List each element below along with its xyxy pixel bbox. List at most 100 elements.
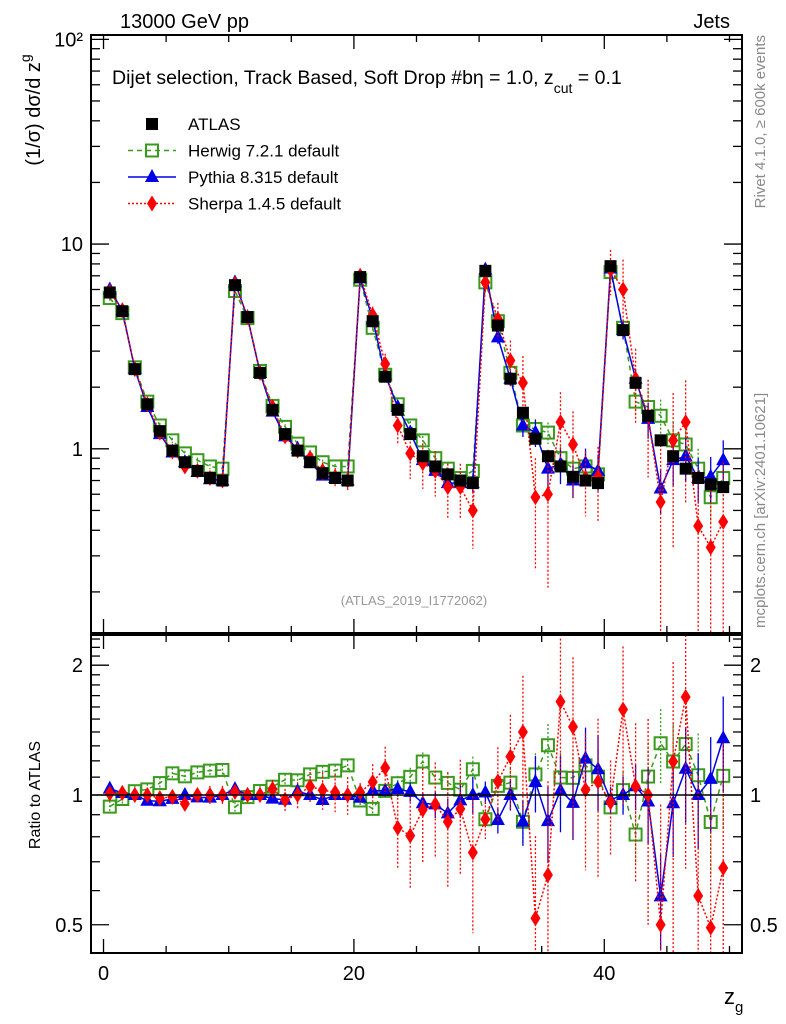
data-point: [566, 470, 579, 483]
ratio-point: [403, 783, 418, 797]
ratio-point: [567, 718, 578, 735]
ratio-series-line: [109, 741, 724, 835]
data-point: [717, 481, 730, 494]
legend-label: ATLAS: [188, 115, 241, 134]
data-point: [692, 472, 705, 485]
watermark: (ATLAS_2019_I1772062): [341, 593, 487, 608]
ratio-point: [465, 786, 480, 800]
data-point: [592, 477, 605, 490]
data-point: [392, 417, 403, 434]
ratio-tick-label-right: 2: [750, 655, 761, 677]
data-point: [704, 478, 717, 491]
data-point: [241, 311, 254, 324]
ratio-point: [703, 770, 718, 784]
ratio-tick-label: 1: [72, 785, 83, 807]
ratio-point: [227, 800, 242, 815]
y-tick-label: 1: [72, 439, 83, 461]
legend-label: Sherpa 1.4.5 default: [188, 195, 341, 214]
data-point: [191, 464, 204, 477]
legend-marker: [145, 169, 159, 182]
ratio-point: [540, 738, 555, 753]
data-point: [541, 450, 554, 463]
ratio-point: [540, 813, 555, 827]
ratio-point: [680, 689, 691, 706]
ratio-point: [104, 785, 115, 802]
legend-item: Pythia 8.315 default: [128, 168, 339, 187]
data-point: [653, 480, 668, 494]
data-point: [642, 409, 655, 422]
data-point: [416, 450, 429, 463]
data-point: [618, 281, 629, 298]
ratio-series-line: [109, 696, 724, 931]
data-point: [304, 456, 317, 469]
data-point: [103, 286, 116, 299]
ratio-point: [580, 781, 591, 798]
data-point: [579, 474, 592, 487]
data-point: [693, 517, 704, 534]
data-point: [554, 460, 567, 473]
ratio-point: [668, 753, 679, 770]
ratio-point: [630, 778, 641, 795]
ratio-point: [555, 693, 566, 710]
data-point: [380, 355, 391, 372]
ratio-point: [152, 776, 167, 791]
data-point: [505, 352, 516, 369]
data-point: [454, 474, 467, 487]
header-right: Jets: [693, 11, 730, 33]
data-point: [653, 408, 668, 423]
data-point: [291, 444, 304, 457]
ratio-point: [330, 784, 341, 801]
ratio-point: [565, 794, 580, 808]
data-point: [617, 324, 630, 337]
ratio-point: [305, 778, 316, 795]
ratio-point: [417, 801, 428, 818]
legend: ATLAS Herwig 7.2.1 default Pythia 8.315 de…: [128, 115, 341, 214]
data-point: [442, 479, 453, 496]
ratio-point: [280, 791, 291, 808]
ratio-point: [705, 919, 716, 936]
y-tick-label: 10²: [54, 29, 83, 51]
x-axis-label: zg: [724, 984, 743, 1016]
ratio-point: [365, 801, 380, 816]
data-point: [467, 502, 478, 519]
data-point: [228, 279, 241, 292]
ratio-tick-label: 2: [72, 655, 83, 677]
data-point: [529, 432, 542, 445]
ratio-point: [378, 782, 393, 796]
ratio-point: [618, 701, 629, 718]
ratio-point: [616, 786, 631, 800]
data-point: [578, 455, 593, 469]
data-point: [366, 315, 379, 328]
data-point: [141, 398, 154, 411]
ratio-point: [317, 782, 328, 799]
ratio-point: [653, 888, 668, 902]
side-text-rivet: Rivet 4.1.0, ≥ 600k events: [752, 35, 769, 208]
side-text-mcplots: mcplots.cern.ch [arXiv:2401.10621]: [752, 393, 769, 628]
ratio-point: [480, 811, 491, 828]
data-point: [128, 363, 141, 376]
ratio-point: [530, 910, 541, 927]
ratio-tick-label: 0.5: [55, 915, 83, 937]
data-point: [604, 260, 617, 273]
ratio-point: [653, 736, 668, 751]
upper-panel-marks: [102, 249, 731, 633]
ratio-point: [718, 860, 729, 877]
data-point: [203, 472, 216, 485]
ratio-point: [490, 811, 505, 825]
data-point: [716, 452, 731, 466]
ratio-point: [716, 730, 731, 744]
ratio-point: [315, 791, 330, 805]
ratio-point: [553, 782, 568, 796]
data-point: [480, 274, 491, 291]
data-point: [379, 370, 392, 383]
data-point: [354, 271, 367, 284]
data-point: [466, 477, 479, 490]
ratio-point: [415, 754, 430, 769]
ratio-tick-label-right: 1: [750, 785, 761, 807]
ratio-point: [503, 786, 518, 800]
ratio-point: [367, 774, 378, 791]
series-atlas: [103, 260, 730, 494]
data-point: [404, 428, 417, 441]
axes: 0 20 40 1 10 10² 0.5 0.5 1 1 2 2: [54, 29, 778, 985]
